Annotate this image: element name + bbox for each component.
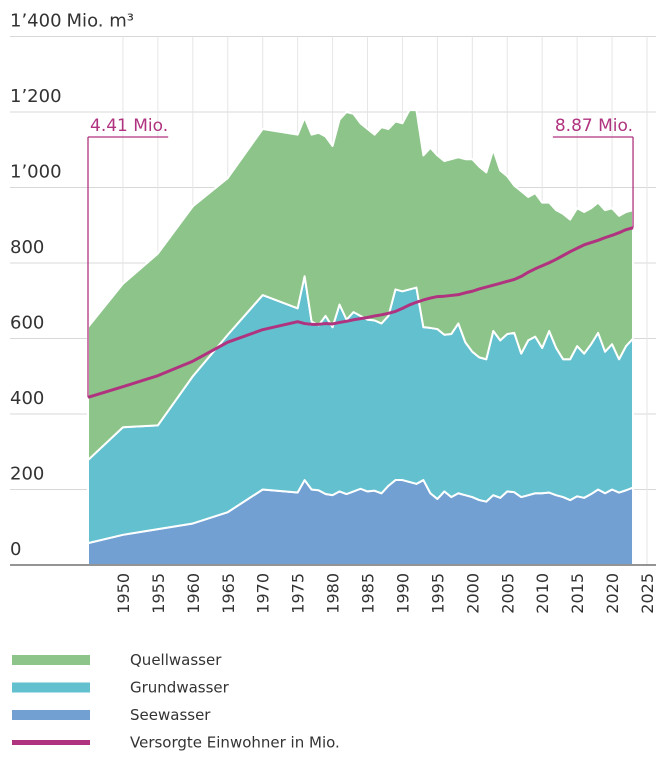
legend-swatch: [12, 682, 90, 693]
x-tick-label: 2000: [463, 573, 482, 614]
area: [87, 109, 635, 462]
legend-swatch: [12, 740, 90, 745]
x-tick-label: 2010: [533, 573, 552, 614]
x-tick-label: 1960: [184, 573, 203, 614]
x-tick-label: 1975: [289, 573, 308, 614]
legend-label: Versorgte Einwohner in Mio.: [130, 734, 340, 752]
y-tick-label: 200: [10, 464, 44, 485]
x-tick-label: 1965: [219, 573, 238, 614]
line: [87, 226, 634, 399]
y-tick-label: 0: [10, 539, 21, 560]
y-tick-label: 600: [10, 313, 44, 334]
x-tick-label: 2020: [603, 573, 622, 614]
x-tick-label: 1980: [324, 573, 343, 614]
y-tick-label: 1’200: [10, 86, 62, 107]
x-tick-label: 1985: [359, 573, 378, 614]
x-tick-label: 1955: [149, 573, 168, 614]
legend-label: Quellwasser: [130, 651, 222, 669]
y-tick-label: 800: [10, 237, 44, 258]
x-tick-label: 1970: [254, 573, 273, 614]
legend-swatch: [12, 710, 90, 720]
y-tick-label: 1’400: [10, 11, 62, 32]
annotation: 8.87 Mio.: [555, 116, 633, 136]
y-axis-label: Mio. m³: [67, 11, 134, 32]
x-tick-label: 2025: [638, 573, 657, 614]
legend-swatch: [12, 655, 90, 665]
y-tick-label: 400: [10, 388, 44, 409]
annotation: 4.41 Mio.: [90, 116, 168, 136]
x-tick-label: 2015: [568, 573, 587, 614]
legend-label: Grundwasser: [130, 679, 230, 697]
x-tick-label: 1990: [393, 573, 412, 614]
x-tick-label: 1950: [114, 573, 133, 614]
x-tick-label: 1995: [428, 573, 447, 614]
y-tick-label: 1’000: [10, 162, 62, 183]
x-tick-label: 2005: [498, 573, 517, 614]
legend-label: Seewasser: [130, 706, 211, 724]
